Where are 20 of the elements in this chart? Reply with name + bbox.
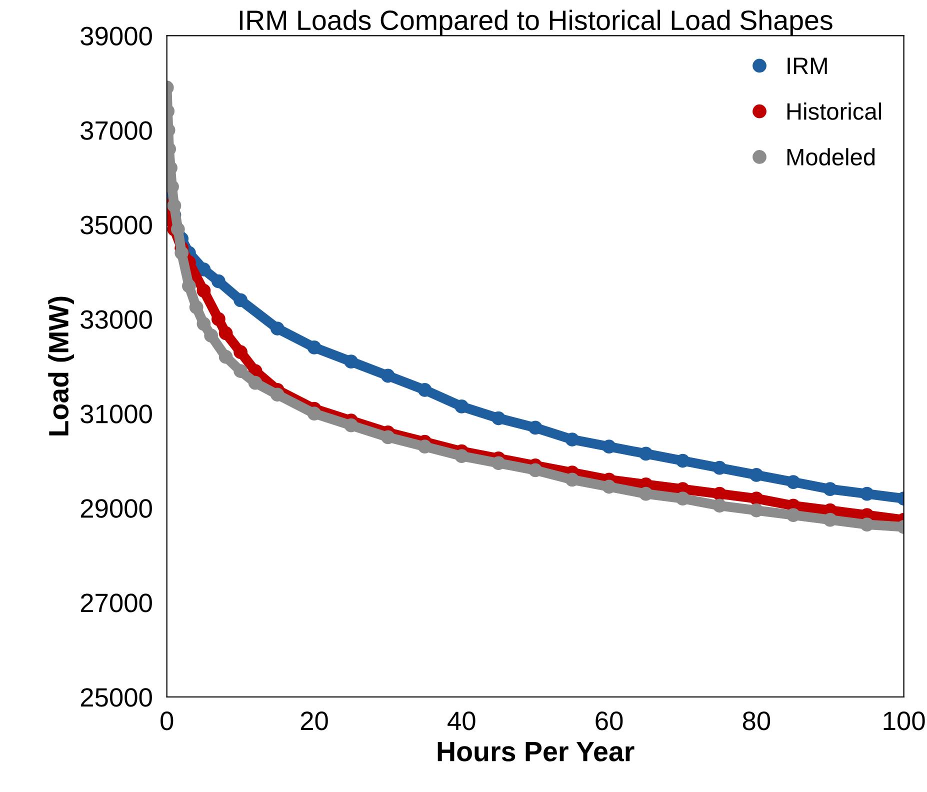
y-tick-label: 35000 <box>80 216 152 234</box>
legend-label: Historical <box>787 102 881 120</box>
legend-label: IRM <box>788 58 827 74</box>
y-tick-label: 33000 <box>80 310 152 329</box>
y-tick-label: 25000 <box>80 688 152 707</box>
legend-label: Modeled <box>787 148 875 166</box>
y-tick-label: 31000 <box>80 404 152 424</box>
x-axis-title: Hours Per Year <box>438 742 634 762</box>
chart-title: IRM Loads Compared to Historical Load Shapes <box>240 10 832 36</box>
y-tick-label: 37000 <box>80 121 152 140</box>
y-tick-label: 27000 <box>80 594 152 612</box>
x-tick-label: 0 <box>160 712 174 730</box>
y-axis-title: Load (MW) <box>48 296 74 436</box>
x-tick-label: 60 <box>596 712 623 730</box>
x-tick-label: 40 <box>448 712 476 730</box>
y-tick-label: 39000 <box>80 26 152 46</box>
x-tick-label: 20 <box>300 712 328 730</box>
x-tick-label: 100 <box>884 712 925 730</box>
x-tick-label: 80 <box>742 712 770 730</box>
y-tick-label: 29000 <box>80 499 152 518</box>
